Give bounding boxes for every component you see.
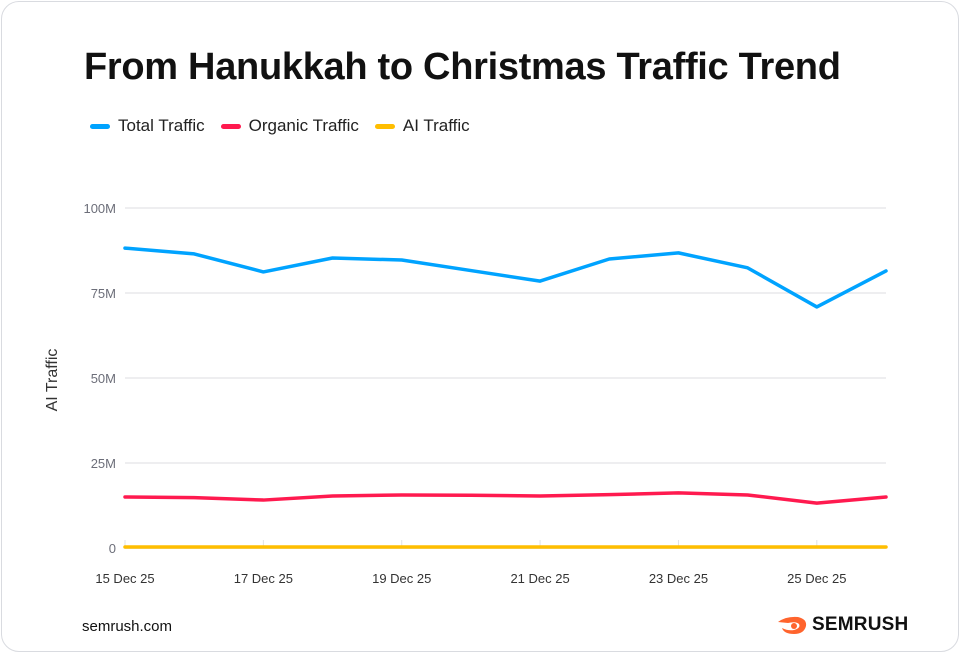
- x-tick-label: 17 Dec 25: [234, 571, 293, 586]
- legend-swatch: [90, 123, 110, 129]
- legend-label: AI Traffic: [402, 116, 470, 135]
- legend-label: Organic Traffic: [248, 116, 359, 135]
- y-tick-label: 0: [109, 541, 116, 556]
- legend-swatch: [374, 123, 395, 129]
- y-tick-label: 75M: [91, 286, 116, 301]
- legend-item-total[interactable]: Total Traffic: [90, 116, 205, 136]
- series-line-total-traffic: [123, 246, 888, 309]
- y-tick-label: 50M: [91, 371, 116, 386]
- y-tick-label: 25M: [91, 456, 116, 471]
- semrush-logo: SEMRUSH: [776, 614, 908, 636]
- legend-item-organic[interactable]: Organic Traffic: [220, 116, 359, 136]
- x-tick-label: 25 Dec 25: [787, 571, 846, 586]
- legend: Total Traffic Organic Traffic AI Traffic: [90, 116, 470, 136]
- source-text: semrush.com: [82, 618, 173, 635]
- x-tick-label: 19 Dec 25: [372, 571, 431, 586]
- semrush-flame-icon: [778, 616, 807, 634]
- series-line-organic-traffic: [123, 491, 888, 505]
- legend-swatch: [220, 123, 241, 129]
- chart-title: From Hanukkah to Christmas Traffic Trend: [84, 46, 841, 88]
- x-tick-label: 23 Dec 25: [649, 571, 708, 586]
- y-axis-label: AI Traffic: [44, 349, 61, 412]
- x-tick-label: 15 Dec 25: [95, 571, 154, 586]
- legend-label: Total Traffic: [118, 116, 205, 135]
- legend-item-ai[interactable]: AI Traffic: [374, 116, 470, 136]
- y-tick-label: 100M: [83, 201, 116, 216]
- x-tick-label: 21 Dec 25: [510, 571, 569, 586]
